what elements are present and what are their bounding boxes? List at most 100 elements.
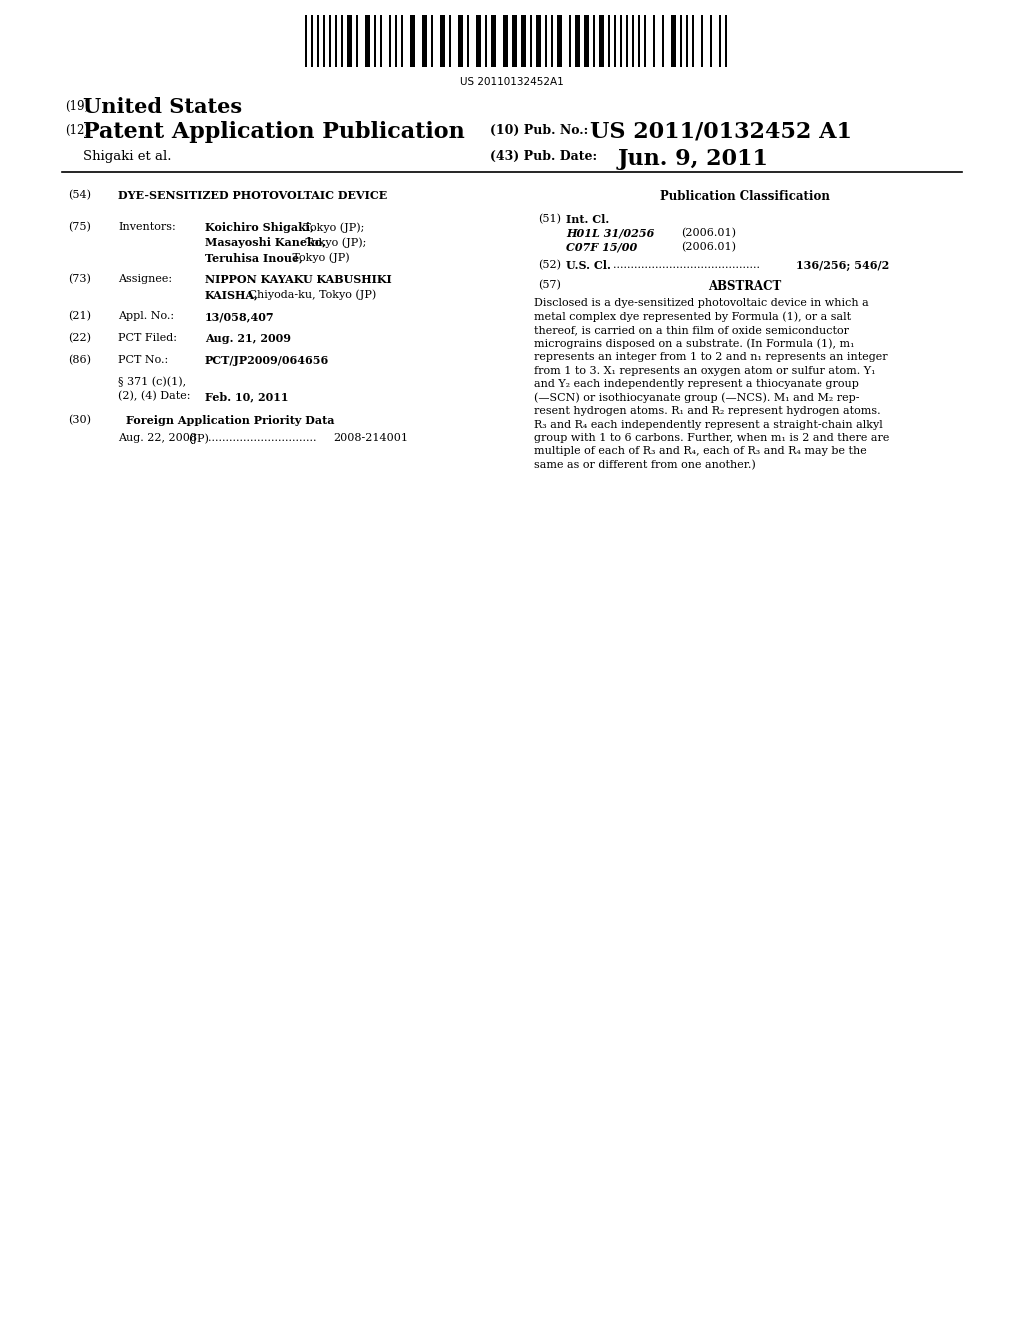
Text: 136/256; 546/2: 136/256; 546/2 <box>796 260 889 271</box>
Bar <box>557 15 562 67</box>
Bar <box>551 15 553 67</box>
Bar <box>620 15 622 67</box>
Text: Tokyo (JP);: Tokyo (JP); <box>302 238 367 248</box>
Bar <box>575 15 580 67</box>
Text: 13/058,407: 13/058,407 <box>205 312 274 322</box>
Bar <box>692 15 694 67</box>
Text: Shigaki et al.: Shigaki et al. <box>83 150 171 162</box>
Text: Inventors:: Inventors: <box>118 222 176 232</box>
Bar <box>521 15 526 67</box>
Bar <box>335 15 337 67</box>
Text: (30): (30) <box>68 414 91 425</box>
Text: (51): (51) <box>538 214 561 224</box>
Text: Foreign Application Priority Data: Foreign Application Priority Data <box>126 414 335 426</box>
Text: (21): (21) <box>68 312 91 321</box>
Bar <box>329 15 331 67</box>
Bar <box>374 15 376 67</box>
Bar <box>389 15 391 67</box>
Text: NIPPON KAYAKU KABUSHIKI: NIPPON KAYAKU KABUSHIKI <box>205 275 392 285</box>
Text: Feb. 10, 2011: Feb. 10, 2011 <box>205 391 289 403</box>
Bar <box>440 15 445 67</box>
Text: H01L 31/0256: H01L 31/0256 <box>566 228 654 239</box>
Text: KAISHA,: KAISHA, <box>205 289 259 300</box>
Text: group with 1 to 6 carbons. Further, when m₁ is 2 and there are: group with 1 to 6 carbons. Further, when… <box>534 433 890 444</box>
Bar <box>422 15 427 67</box>
Bar <box>719 15 721 67</box>
Text: (22): (22) <box>68 333 91 343</box>
Bar <box>632 15 634 67</box>
Text: (12): (12) <box>65 124 89 137</box>
Text: (—SCN) or isothiocyanate group (—NCS). M₁ and M₂ rep­: (—SCN) or isothiocyanate group (—NCS). M… <box>534 392 859 403</box>
Text: ...............................: ............................... <box>208 433 316 444</box>
Bar <box>356 15 358 67</box>
Text: Tokyo (JP): Tokyo (JP) <box>289 252 349 263</box>
Bar <box>599 15 604 67</box>
Bar <box>644 15 646 67</box>
Text: (19): (19) <box>65 100 89 114</box>
Text: (43) Pub. Date:: (43) Pub. Date: <box>490 150 597 162</box>
Bar <box>593 15 595 67</box>
Bar <box>476 15 481 67</box>
Bar <box>311 15 313 67</box>
Bar <box>503 15 508 67</box>
Text: Tokyo (JP);: Tokyo (JP); <box>300 222 365 232</box>
Bar <box>317 15 319 67</box>
Bar <box>614 15 616 67</box>
Text: Publication Classification: Publication Classification <box>660 190 829 203</box>
Text: Appl. No.:: Appl. No.: <box>118 312 174 321</box>
Bar <box>485 15 487 67</box>
Bar <box>512 15 517 67</box>
Text: (2), (4) Date:: (2), (4) Date: <box>118 391 190 401</box>
Text: DYE-SENSITIZED PHOTOVOLTAIC DEVICE: DYE-SENSITIZED PHOTOVOLTAIC DEVICE <box>118 190 387 201</box>
Text: Jun. 9, 2011: Jun. 9, 2011 <box>618 148 769 170</box>
Text: US 2011/0132452 A1: US 2011/0132452 A1 <box>590 121 852 143</box>
Text: same as or different from one another.): same as or different from one another.) <box>534 459 756 470</box>
Text: (2006.01): (2006.01) <box>681 242 736 252</box>
Bar <box>584 15 589 67</box>
Text: from 1 to 3. X₁ represents an oxygen atom or sulfur atom. Y₁: from 1 to 3. X₁ represents an oxygen ato… <box>534 366 876 375</box>
Text: (57): (57) <box>538 280 561 290</box>
Text: (JP): (JP) <box>188 433 209 444</box>
Text: Patent Application Publication: Patent Application Publication <box>83 121 465 143</box>
Text: micrograins disposed on a substrate. (In Formula (1), m₁: micrograins disposed on a substrate. (In… <box>534 338 854 348</box>
Text: resent hydrogen atoms. R₁ and R₂ represent hydrogen atoms.: resent hydrogen atoms. R₁ and R₂ represe… <box>534 407 881 416</box>
Text: (54): (54) <box>68 190 91 201</box>
Bar <box>467 15 469 67</box>
Bar <box>458 15 463 67</box>
Text: Disclosed is a dye-sensitized photovoltaic device in which a: Disclosed is a dye-sensitized photovolta… <box>534 298 868 308</box>
Text: Int. Cl.: Int. Cl. <box>566 214 609 224</box>
Text: Masayoshi Kaneko,: Masayoshi Kaneko, <box>205 238 326 248</box>
Text: US 20110132452A1: US 20110132452A1 <box>460 77 564 87</box>
Bar <box>323 15 325 67</box>
Text: (75): (75) <box>68 222 91 232</box>
Bar <box>626 15 628 67</box>
Bar <box>710 15 712 67</box>
Text: and Y₂ each independently represent a thiocyanate group: and Y₂ each independently represent a th… <box>534 379 859 389</box>
Bar <box>305 15 307 67</box>
Text: Aug. 22, 2008: Aug. 22, 2008 <box>118 433 197 444</box>
Text: represents an integer from 1 to 2 and n₁ represents an integer: represents an integer from 1 to 2 and n₁… <box>534 352 888 362</box>
Bar <box>701 15 703 67</box>
Text: (52): (52) <box>538 260 561 271</box>
Bar <box>638 15 640 67</box>
Bar <box>671 15 676 67</box>
Text: R₃ and R₄ each independently represent a straight-chain alkyl: R₃ and R₄ each independently represent a… <box>534 420 883 429</box>
Text: ABSTRACT: ABSTRACT <box>709 280 781 293</box>
Bar <box>686 15 688 67</box>
Text: Chiyoda-ku, Tokyo (JP): Chiyoda-ku, Tokyo (JP) <box>245 289 376 300</box>
Bar <box>536 15 541 67</box>
Text: metal complex dye represented by Formula (1), or a salt: metal complex dye represented by Formula… <box>534 312 851 322</box>
Bar <box>449 15 451 67</box>
Text: PCT Filed:: PCT Filed: <box>118 333 177 343</box>
Bar <box>341 15 343 67</box>
Text: Koichiro Shigaki,: Koichiro Shigaki, <box>205 222 314 234</box>
Bar <box>395 15 397 67</box>
Text: 2008-214001: 2008-214001 <box>333 433 408 444</box>
Bar <box>401 15 403 67</box>
Bar <box>680 15 682 67</box>
Text: thereof, is carried on a thin film of oxide semiconductor: thereof, is carried on a thin film of ox… <box>534 325 849 335</box>
Text: multiple of each of R₃ and R₄, each of R₃ and R₄ may be the: multiple of each of R₃ and R₄, each of R… <box>534 446 866 457</box>
Text: United States: United States <box>83 96 242 117</box>
Text: Teruhisa Inoue,: Teruhisa Inoue, <box>205 252 303 263</box>
Bar <box>365 15 370 67</box>
